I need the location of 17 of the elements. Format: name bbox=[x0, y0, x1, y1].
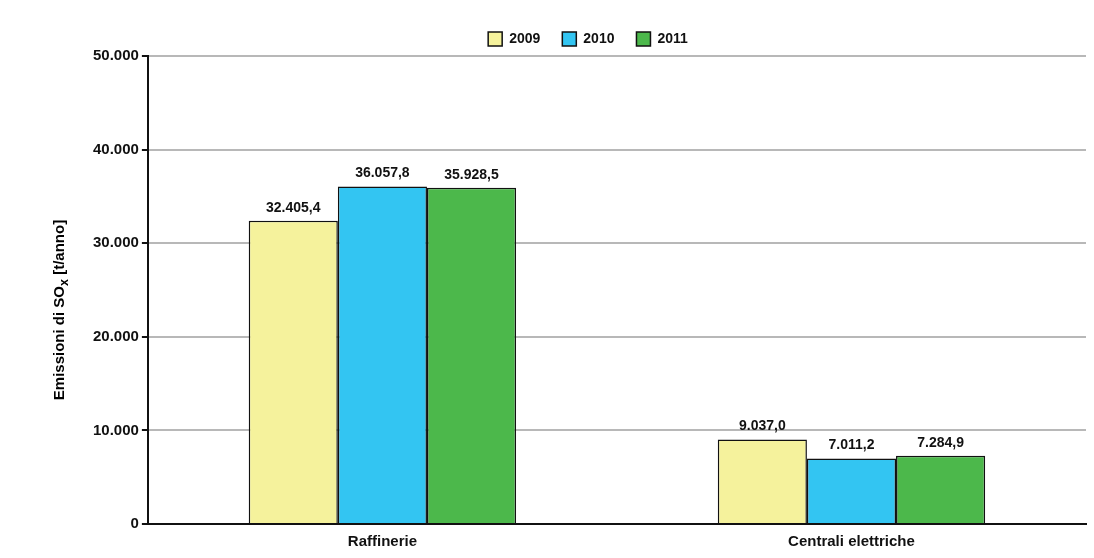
data-label: 36.057,8 bbox=[355, 164, 410, 181]
legend-label: 2011 bbox=[657, 29, 689, 46]
x-tick-label: Centrali elettriche bbox=[788, 532, 915, 550]
data-label: 7.011,2 bbox=[828, 436, 875, 453]
y-tick-label: 30.000 bbox=[92, 233, 139, 251]
legend-label: 2010 bbox=[583, 29, 615, 46]
data-label: 32.405,4 bbox=[266, 198, 321, 215]
y-tick-label: 20.000 bbox=[92, 326, 139, 344]
y-tick-label: 50.000 bbox=[92, 46, 139, 64]
y-tick-label: 0 bbox=[130, 514, 139, 532]
y-tick-label: 10.000 bbox=[92, 420, 139, 438]
y-tick-label: 40.000 bbox=[92, 139, 139, 157]
data-label: 7.284,9 bbox=[917, 433, 965, 450]
x-tick-label: Raffinerie bbox=[347, 532, 417, 550]
data-label: 35.928,5 bbox=[444, 165, 499, 182]
legend-label: 2009 bbox=[509, 29, 541, 46]
data-label: 9.037,0 bbox=[738, 417, 786, 434]
